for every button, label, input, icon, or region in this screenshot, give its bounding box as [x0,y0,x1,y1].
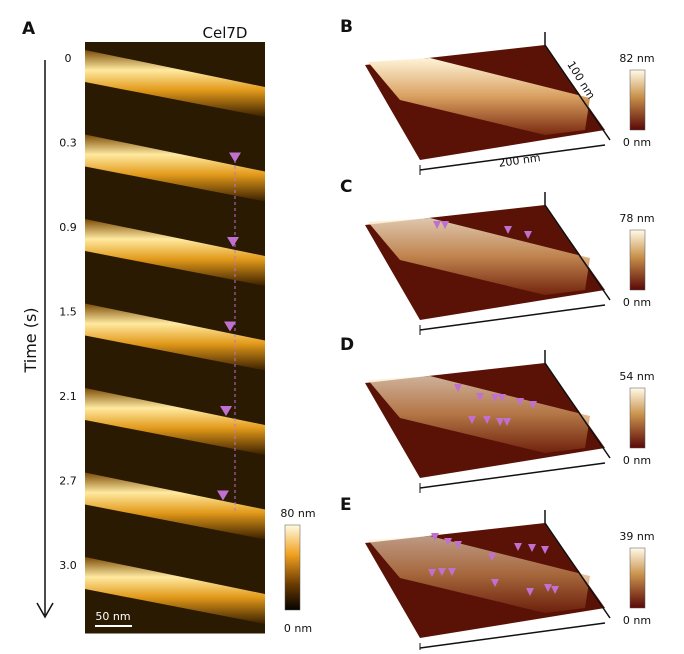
dimension-label: 200 nm [498,151,542,170]
marker [491,394,499,402]
box-edge [419,622,606,649]
box-edge [544,192,611,301]
marker [468,416,476,424]
marker [514,543,522,551]
marker [444,538,452,546]
fibril [85,557,265,624]
ridge [368,536,590,613]
image-strip [85,42,265,634]
colorbar-max: 80 nm [280,507,315,520]
marker [454,384,462,392]
fibril [85,219,265,286]
colorbar [629,547,646,609]
marker [504,226,512,234]
fibril [85,388,265,455]
arrow-head [36,602,54,619]
panel-title: Cel7D [203,24,248,42]
panel-letter: A [22,19,36,39]
marker [524,231,532,239]
colorbar-max: 78 nm [619,212,654,225]
box-edge [419,304,606,331]
colorbar-min: 0 nm [284,622,312,635]
box-edge [544,350,611,459]
time-label: 3.0 [59,559,77,572]
marker [454,541,462,549]
box-edge [419,462,606,489]
fibril [85,134,265,202]
time-label: 1.5 [59,306,77,319]
ridge [368,58,590,135]
marker [433,221,441,229]
box-edge [544,32,611,141]
colorbar-min: 0 nm [623,454,651,467]
marker [491,579,499,587]
time-label: 0.3 [59,137,77,150]
colorbar [629,387,646,449]
time-label: 2.1 [59,390,77,403]
marker [220,406,232,416]
marker [551,586,559,594]
marker [541,546,549,554]
box-edge [544,510,611,619]
scale-bar-label: 50 nm [95,610,130,623]
marker [438,568,446,576]
marker [528,544,536,552]
colorbar-max: 39 nm [619,530,654,543]
colorbar-min: 0 nm [623,296,651,309]
marker [229,152,241,163]
marker [448,568,456,576]
time-label: 0.9 [59,221,77,234]
marker [483,416,491,424]
panel-letter: D [340,335,354,355]
colorbar [629,229,646,291]
marker [496,418,504,426]
marker [503,418,511,426]
colorbar-max: 54 nm [619,370,654,383]
fibril [85,50,265,117]
ridge [368,376,590,453]
time-label: 2.7 [59,475,77,488]
marker [441,221,449,229]
time-label: 0 [65,52,72,65]
marker [227,237,239,247]
marker [544,584,552,592]
box-edge [419,144,606,171]
marker [529,401,537,409]
panel-letter: B [340,17,353,37]
colorbar [284,524,301,611]
ridge [368,218,590,295]
colorbar-max: 82 nm [619,52,654,65]
marker [217,490,229,501]
colorbar-min: 0 nm [623,136,651,149]
axis-label: Time (s) [21,307,40,373]
panel-letter: C [340,177,352,197]
marker [488,553,496,561]
marker [476,393,484,401]
marker [431,533,439,541]
fibril [85,472,265,540]
marker [498,394,506,402]
colorbar [629,69,646,131]
panel-letter: E [340,495,352,515]
colorbar-min: 0 nm [623,614,651,627]
marker [516,398,524,406]
marker [224,321,236,332]
marker [526,588,534,596]
fibril [85,303,265,371]
marker [428,569,436,577]
